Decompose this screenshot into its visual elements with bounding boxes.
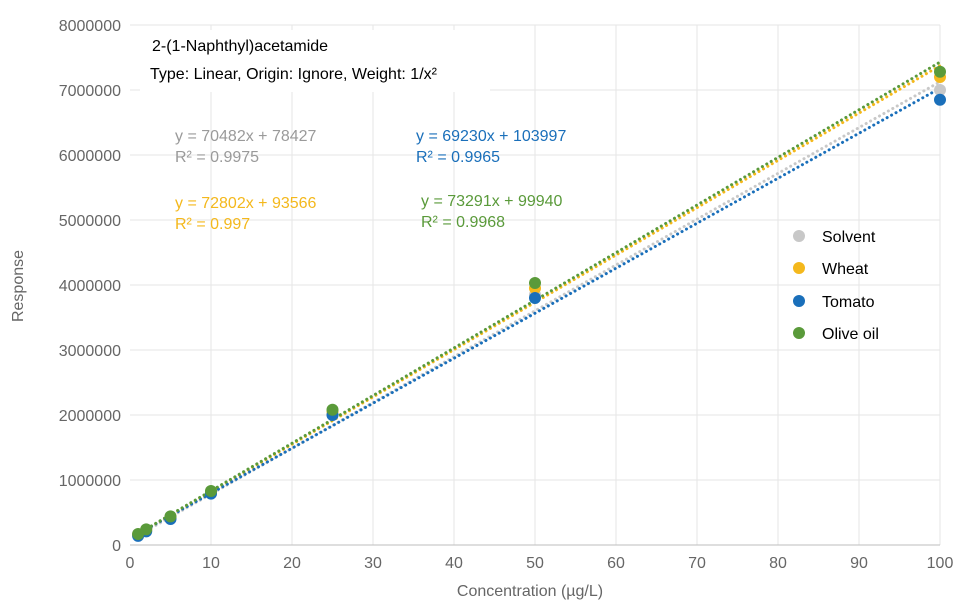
x-tick-label: 20 xyxy=(283,555,301,572)
trendline-tomato xyxy=(136,86,942,536)
legend-label-olive-oil: Olive oil xyxy=(822,326,879,343)
x-tick-label: 60 xyxy=(607,555,625,572)
r2-wheat: R² = 0.997 xyxy=(175,216,250,233)
x-tick-label: 50 xyxy=(526,555,544,572)
y-tick-label: 5000000 xyxy=(59,213,121,230)
data-point-olive-oil xyxy=(140,523,153,536)
title-box xyxy=(140,30,490,92)
chart-title: 2-(1-Naphthyl)acetamide xyxy=(152,38,328,55)
legend-marker-solvent xyxy=(793,230,805,242)
x-tick-label: 90 xyxy=(850,555,868,572)
y-tick-label: 1000000 xyxy=(59,473,121,490)
equation-solvent: y = 70482x + 78427 xyxy=(175,128,317,145)
y-tick-label: 4000000 xyxy=(59,278,121,295)
x-tick-label: 30 xyxy=(364,555,382,572)
equation-olive-oil: y = 73291x + 99940 xyxy=(421,193,563,210)
y-tick-label: 2000000 xyxy=(59,408,121,425)
x-tick-label: 100 xyxy=(927,555,954,572)
legend-marker-wheat xyxy=(793,262,805,274)
x-tick-labels: 0 10 20 30 40 50 60 70 80 90 100 xyxy=(126,555,954,572)
x-tick-label: 10 xyxy=(202,555,220,572)
y-tick-label: 3000000 xyxy=(59,343,121,360)
r2-olive-oil: R² = 0.9968 xyxy=(421,214,505,231)
legend-marker-olive-oil xyxy=(793,327,805,339)
data-point-olive-oil xyxy=(529,277,541,290)
y-tick-label: 0 xyxy=(112,538,121,555)
r2-solvent: R² = 0.9975 xyxy=(175,149,259,166)
equations: y = 70482x + 78427 R² = 0.9975 y = 69230… xyxy=(175,128,566,233)
data-point-olive-oil xyxy=(205,485,217,498)
data-point-solvent xyxy=(934,84,946,96)
data-point-olive-oil xyxy=(164,510,177,523)
y-tick-label: 7000000 xyxy=(59,83,121,100)
data-point-tomato xyxy=(529,292,541,304)
x-tick-label: 40 xyxy=(445,555,463,572)
legend-marker-tomato xyxy=(793,295,805,307)
x-tick-label: 0 xyxy=(126,555,135,572)
r2-tomato: R² = 0.9965 xyxy=(416,149,500,166)
chart-subtitle: Type: Linear, Origin: Ignore, Weight: 1/… xyxy=(150,66,438,83)
y-axis-title: Response xyxy=(10,250,27,322)
y-tick-label: 8000000 xyxy=(59,18,121,35)
legend-label-tomato: Tomato xyxy=(822,294,875,311)
x-tick-label: 80 xyxy=(769,555,787,572)
data-points xyxy=(132,65,946,542)
data-point-olive-oil xyxy=(326,403,339,416)
y-tick-labels: 0 1000000 2000000 3000000 4000000 5000000 6000… xyxy=(59,18,121,555)
y-tick-label: 6000000 xyxy=(59,148,121,165)
equation-tomato: y = 69230x + 103997 xyxy=(416,128,566,145)
equation-wheat: y = 72802x + 93566 xyxy=(175,195,317,212)
legend-label-solvent: Solvent xyxy=(822,229,876,246)
legend-label-wheat: Wheat xyxy=(822,261,869,278)
x-tick-label: 70 xyxy=(688,555,706,572)
legend: Solvent Wheat Tomato Olive oil xyxy=(793,229,879,343)
data-point-tomato xyxy=(934,93,946,106)
x-axis-title: Concentration (µg/L) xyxy=(457,583,603,600)
data-point-olive-oil xyxy=(934,65,946,78)
